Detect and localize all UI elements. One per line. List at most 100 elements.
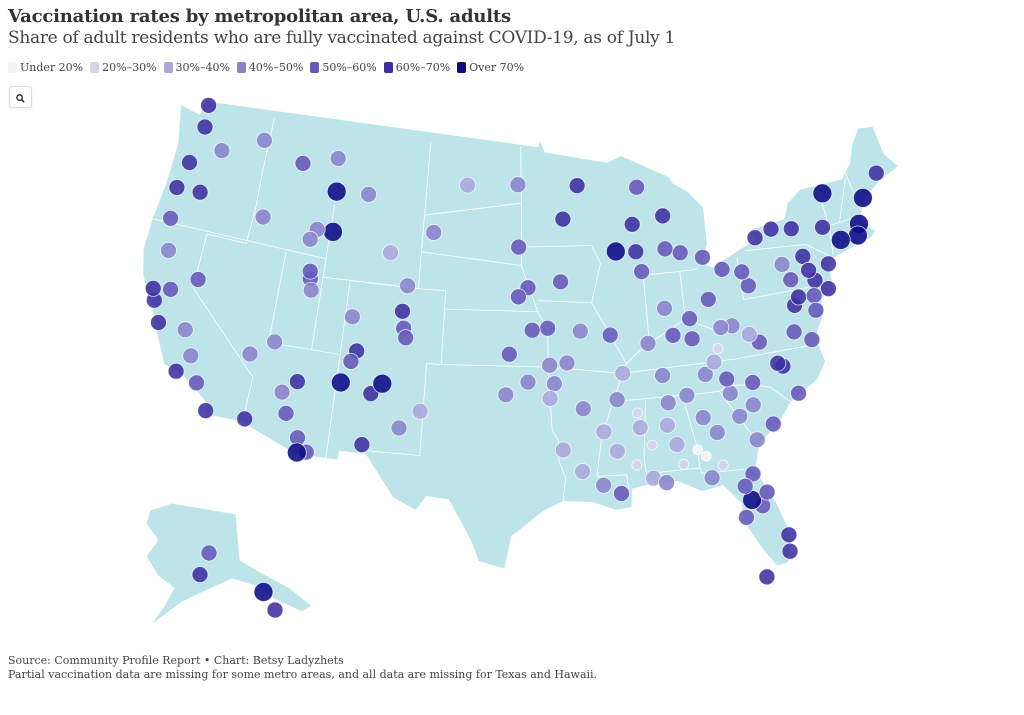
metro-dot[interactable]	[343, 308, 361, 326]
metro-dot[interactable]	[681, 310, 698, 328]
metro-dot[interactable]	[614, 364, 632, 382]
metro-dot[interactable]	[162, 209, 180, 227]
metro-dot[interactable]	[628, 178, 646, 196]
metro-dot[interactable]	[853, 187, 873, 208]
metro-dot[interactable]	[668, 436, 686, 454]
metro-dot[interactable]	[500, 345, 518, 363]
metro-dot[interactable]	[762, 220, 780, 238]
metro-dot[interactable]	[509, 176, 527, 194]
metro-dot[interactable]	[277, 404, 295, 422]
metro-dot[interactable]	[160, 241, 177, 259]
metro-dot[interactable]	[708, 424, 726, 441]
metro-dot[interactable]	[554, 441, 572, 459]
metro-dot[interactable]	[382, 244, 400, 262]
metro-dot[interactable]	[150, 314, 167, 331]
metro-dot[interactable]	[654, 367, 671, 384]
metro-dot[interactable]	[812, 183, 833, 204]
metro-dot[interactable]	[326, 181, 347, 202]
metro-dot[interactable]	[167, 362, 185, 380]
metro-dot[interactable]	[390, 419, 408, 437]
metro-dot[interactable]	[286, 442, 307, 463]
metro-dot[interactable]	[627, 243, 645, 261]
metro-dot[interactable]	[782, 220, 800, 238]
metro-dot[interactable]	[683, 330, 701, 348]
metro-dot[interactable]	[360, 185, 378, 203]
legend-item[interactable]: 30%–40%	[163, 61, 230, 74]
metro-dot[interactable]	[608, 391, 626, 409]
metro-dot[interactable]	[867, 164, 885, 182]
metro-dot[interactable]	[519, 373, 537, 391]
metro-dot[interactable]	[694, 409, 712, 427]
metro-dot[interactable]	[736, 477, 754, 495]
legend-item[interactable]: 60%–70%	[383, 61, 450, 74]
metro-dot[interactable]	[294, 154, 312, 172]
metro-dot[interactable]	[342, 352, 360, 370]
metro-dot[interactable]	[713, 260, 731, 278]
legend-item[interactable]: 50%–60%	[310, 61, 377, 74]
metro-dot[interactable]	[800, 261, 817, 279]
metro-dot[interactable]	[399, 277, 417, 295]
metro-dot[interactable]	[814, 218, 831, 236]
metro-dot[interactable]	[568, 177, 586, 195]
metro-dot[interactable]	[696, 366, 714, 383]
metro-dot[interactable]	[678, 386, 696, 404]
metro-dot[interactable]	[830, 229, 851, 250]
metro-dot[interactable]	[764, 415, 782, 433]
metro-dot[interactable]	[700, 450, 712, 462]
metro-dot[interactable]	[744, 465, 762, 483]
metro-dot[interactable]	[329, 150, 347, 167]
metro-dot[interactable]	[656, 240, 674, 258]
metro-dot[interactable]	[188, 374, 205, 392]
metro-dot[interactable]	[631, 459, 643, 471]
metro-dot[interactable]	[717, 459, 729, 471]
metro-dot[interactable]	[738, 509, 755, 526]
metro-dot[interactable]	[718, 370, 736, 388]
metro-dot[interactable]	[425, 224, 443, 241]
metro-dot[interactable]	[323, 221, 343, 242]
metro-dot[interactable]	[541, 356, 559, 374]
metro-dot[interactable]	[200, 544, 218, 562]
metro-dot[interactable]	[162, 280, 180, 298]
metro-dot[interactable]	[213, 142, 231, 160]
metro-dot[interactable]	[301, 230, 319, 248]
metro-dot[interactable]	[301, 262, 319, 280]
metro-dot[interactable]	[394, 302, 411, 320]
metro-dot[interactable]	[758, 568, 776, 586]
metro-dot[interactable]	[807, 301, 825, 319]
metro-dot[interactable]	[731, 407, 749, 425]
metro-dot[interactable]	[699, 290, 717, 308]
metro-dot[interactable]	[671, 244, 689, 262]
metro-dot[interactable]	[694, 248, 711, 266]
metro-dot[interactable]	[631, 419, 649, 437]
metro-dot[interactable]	[781, 542, 799, 560]
metro-dot[interactable]	[703, 469, 721, 487]
metro-dot[interactable]	[196, 118, 214, 136]
metro-dot[interactable]	[608, 442, 626, 460]
metro-dot[interactable]	[748, 431, 766, 449]
metro-dot[interactable]	[254, 208, 272, 226]
metro-dot[interactable]	[658, 474, 675, 492]
metro-dot[interactable]	[659, 416, 676, 434]
legend-item[interactable]: 40%–50%	[236, 61, 303, 74]
metro-dot[interactable]	[266, 333, 284, 351]
metro-dot[interactable]	[623, 215, 641, 233]
metro-dot[interactable]	[613, 485, 630, 502]
metro-dot[interactable]	[554, 210, 572, 228]
metro-dot[interactable]	[288, 373, 306, 391]
metro-dot[interactable]	[372, 373, 393, 394]
metro-dot[interactable]	[633, 263, 650, 281]
metro-dot[interactable]	[411, 402, 429, 420]
legend-item[interactable]: 20%–30%	[90, 61, 157, 74]
metro-dot[interactable]	[574, 400, 592, 418]
legend-item[interactable]: Over 70%	[457, 61, 524, 74]
metro-dot[interactable]	[571, 322, 589, 340]
metro-dot[interactable]	[692, 444, 704, 456]
metro-dot[interactable]	[758, 483, 776, 501]
metro-dot[interactable]	[820, 280, 837, 298]
metro-dot[interactable]	[191, 566, 209, 583]
metro-dot[interactable]	[601, 326, 619, 344]
metro-dot[interactable]	[790, 288, 807, 306]
metro-dot[interactable]	[191, 183, 209, 201]
metro-dot[interactable]	[632, 407, 643, 419]
metro-dot[interactable]	[654, 207, 672, 225]
